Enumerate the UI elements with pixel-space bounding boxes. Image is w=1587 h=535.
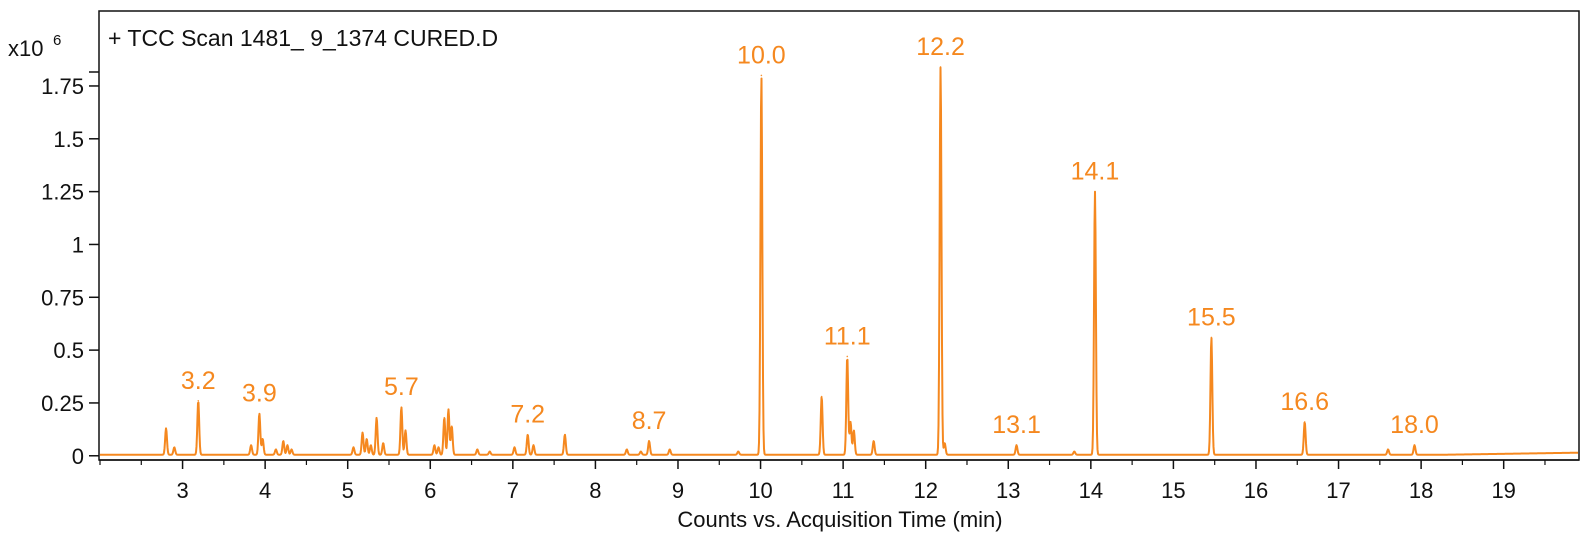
peak-point xyxy=(849,421,852,423)
peak-label: 15.5 xyxy=(1187,303,1236,331)
peak-label: 5.7 xyxy=(384,373,419,401)
x-tick-label: 19 xyxy=(1491,478,1515,503)
peak-point xyxy=(564,433,566,436)
y-tick-label: 1.75 xyxy=(41,74,84,99)
peak-point xyxy=(365,438,368,440)
y-tick-label: 1.5 xyxy=(53,127,84,152)
x-tick-label: 16 xyxy=(1244,478,1268,503)
peak-point xyxy=(400,406,403,408)
peak-label: 12.2 xyxy=(916,33,965,61)
peak-point xyxy=(1094,190,1096,193)
peak-point xyxy=(668,448,671,451)
x-tick-label: 3 xyxy=(176,478,188,503)
x-tick-label: 11 xyxy=(832,478,855,503)
y-tick-label: 0.5 xyxy=(53,338,84,363)
peak-point xyxy=(820,395,823,398)
x-axis-title: Counts vs. Acquisition Time (min) xyxy=(677,507,1002,532)
peak-point xyxy=(640,450,642,453)
y-tick-label: 1.25 xyxy=(41,180,84,205)
x-tick-label: 7 xyxy=(507,478,519,503)
y-axis: 0 0.25 0.5 0.75 1 1.25 1.5 1.75 xyxy=(41,71,99,469)
peak-point xyxy=(488,450,491,453)
chart-title: + TCC Scan 1481_ 9_1374 CURED.D xyxy=(108,25,498,51)
peak-label: 3.9 xyxy=(242,380,277,408)
peak-point xyxy=(375,416,378,419)
peak-label: 3.2 xyxy=(181,367,216,395)
x-tick-label: 9 xyxy=(672,478,684,503)
peak-point xyxy=(433,444,436,447)
peak-point xyxy=(437,446,440,449)
x-tick-label: 15 xyxy=(1161,478,1185,503)
peak-point xyxy=(370,444,372,447)
peak-label: 14.1 xyxy=(1071,158,1120,186)
peak-label: 11.1 xyxy=(824,322,871,350)
x-tick-label: 6 xyxy=(424,478,436,503)
peak-point xyxy=(290,448,293,451)
x-tick-label: 10 xyxy=(748,478,772,503)
peak-annotations: 3.2 3.9 5.7 7.2 8.7 10.0 11.1 12.2 13.1 14.1 15.5 1… xyxy=(181,33,1439,439)
peak-point xyxy=(250,444,252,447)
y-tick-label: 0 xyxy=(72,444,84,469)
peak-point xyxy=(1210,336,1213,339)
y-tick-label: 1 xyxy=(72,232,84,257)
series-layer xyxy=(99,66,1579,456)
peak-point xyxy=(846,355,849,358)
x-tick-label: 14 xyxy=(1079,478,1103,503)
peak-label: 13.1 xyxy=(992,411,1041,439)
peak-point xyxy=(625,448,628,451)
peak-point xyxy=(648,440,650,442)
peak-point xyxy=(939,66,942,68)
peak-point xyxy=(1413,444,1416,447)
peak-point xyxy=(352,446,355,449)
peak-point xyxy=(286,444,289,447)
peak-point xyxy=(1015,444,1018,447)
peak-point xyxy=(443,416,446,419)
peak-point xyxy=(513,446,516,449)
peak-point xyxy=(476,448,479,451)
peak-label: 16.6 xyxy=(1280,388,1329,416)
x-axis: 3 4 5 6 7 8 9 10 11 12 13 14 15 16 17 18 19 xyxy=(99,460,1546,503)
y-tick-label: 0.75 xyxy=(41,285,84,310)
peak-point xyxy=(1073,450,1076,453)
peak-point xyxy=(282,440,285,442)
peak-point xyxy=(526,433,529,436)
peak-point xyxy=(943,442,946,444)
peak-point xyxy=(361,431,364,434)
y-scale-label: x10 xyxy=(8,36,43,61)
peak-point xyxy=(165,427,167,430)
series-line-0 xyxy=(99,66,1579,456)
peak-point xyxy=(173,446,176,449)
peak-point xyxy=(258,412,261,415)
y-scale-exponent: 6 xyxy=(53,32,61,49)
x-tick-label: 13 xyxy=(996,478,1020,503)
peak-label: 10.0 xyxy=(737,41,786,69)
peak-point xyxy=(760,74,763,77)
peak-point xyxy=(450,425,453,427)
x-tick-label: 12 xyxy=(913,478,937,503)
peak-point xyxy=(261,438,264,440)
x-tick-label: 4 xyxy=(259,478,271,503)
plot-frame xyxy=(98,10,1580,461)
x-tick-label: 8 xyxy=(589,478,601,503)
x-tick-label: 17 xyxy=(1326,478,1350,503)
x-tick-label: 5 xyxy=(342,478,354,503)
peak-point xyxy=(197,400,200,402)
peak-label: 8.7 xyxy=(632,407,667,435)
peak-point xyxy=(737,450,740,453)
peak-label: 7.2 xyxy=(510,401,545,429)
y-tick-label: 0.25 xyxy=(41,391,84,416)
x-tick-label: 18 xyxy=(1409,478,1433,503)
peak-point xyxy=(447,408,450,411)
peak-point xyxy=(382,442,385,444)
peak-point xyxy=(404,429,407,432)
peak-point xyxy=(853,429,855,432)
peak-point xyxy=(532,444,535,447)
peak-point xyxy=(1387,448,1389,451)
peak-point xyxy=(1303,421,1306,423)
peak-label: 18.0 xyxy=(1390,411,1439,439)
peak-point xyxy=(275,448,277,451)
peak-point xyxy=(872,440,875,442)
